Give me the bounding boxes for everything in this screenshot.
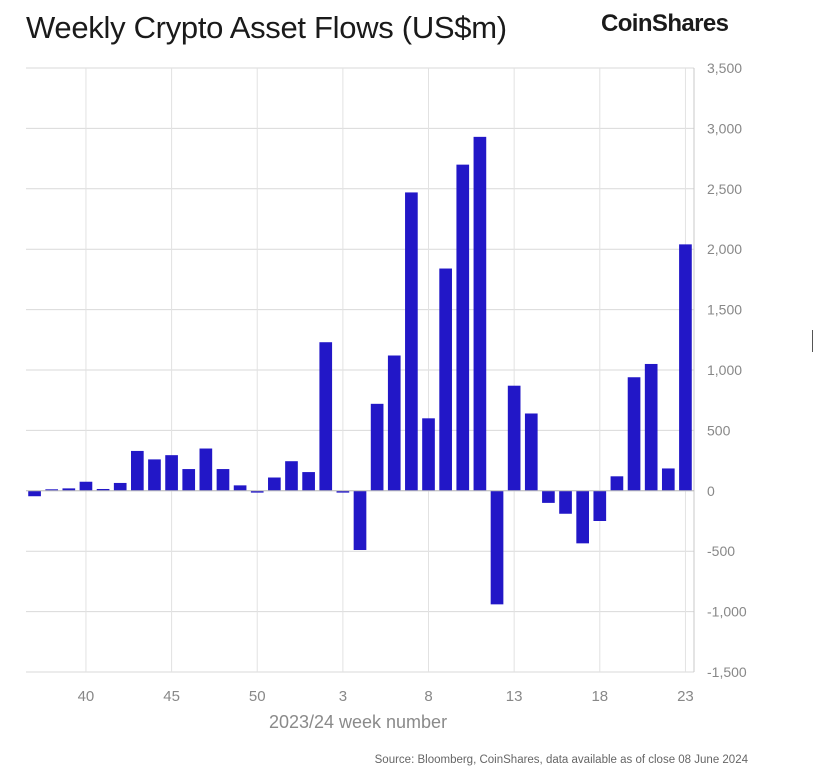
- x-tick-label: 45: [163, 688, 180, 705]
- bar-week-52: [285, 461, 298, 491]
- y-tick-label: 1,500: [707, 302, 742, 318]
- bar-week-16: [559, 490, 572, 514]
- bar-week-10: [456, 164, 470, 491]
- weekly-flows-chart: 3,500 3,000 2,500 2,000 1,500 1,000 500 0 -500 -1…: [26, 60, 747, 732]
- brand-logo: CoinShares: [601, 10, 729, 37]
- bar-week-12: [490, 490, 504, 605]
- x-axis-label: 2023/24 week number: [269, 712, 447, 732]
- bar-week-9: [439, 268, 452, 491]
- y-tick-label: 3,000: [707, 120, 742, 136]
- bar-week-44: [148, 459, 161, 491]
- x-tick-label: 13: [506, 688, 523, 705]
- y-tick-label: -1,000: [707, 604, 747, 620]
- bar-week-51: [268, 477, 281, 491]
- y-tick-label: 3,500: [707, 60, 742, 76]
- bar-week-43: [130, 450, 144, 491]
- bar-week-11: [473, 136, 487, 491]
- bars-group: [26, 136, 694, 605]
- bar-week-20: [627, 377, 641, 491]
- y-tick-label: 2,500: [707, 181, 742, 197]
- bar-week-4: [353, 490, 367, 550]
- bar-week-2: [319, 342, 333, 491]
- bar-week-23: [679, 244, 692, 491]
- bar-week-13: [507, 385, 521, 491]
- chart-title: Weekly Crypto Asset Flows (US$m): [26, 10, 507, 45]
- x-tick-label: 23: [677, 688, 694, 705]
- grid-lines: [26, 67, 695, 673]
- bar-week-45: [165, 455, 178, 491]
- y-tick-label: 0: [707, 483, 715, 499]
- bar-week-46: [182, 469, 196, 491]
- bar-week-42: [113, 482, 127, 491]
- y-axis-ticks: 3,500 3,000 2,500 2,000 1,500 1,000 500 0 -500 -1…: [707, 60, 747, 680]
- bar-week-1: [302, 472, 315, 491]
- bar-week-3: [336, 490, 350, 493]
- bar-week-41: [96, 488, 110, 491]
- bar-week-21: [644, 363, 658, 491]
- bar-week-39: [62, 488, 76, 491]
- x-axis-ticks: 40 45 50 3 8 13 18 23: [78, 688, 694, 705]
- y-tick-label: -500: [707, 543, 735, 559]
- x-tick-label: 3: [339, 688, 347, 705]
- x-tick-label: 18: [591, 688, 608, 705]
- bar-week-15: [542, 490, 555, 503]
- bar-week-7: [405, 192, 418, 491]
- y-tick-label: 1,000: [707, 362, 742, 378]
- bar-week-22: [661, 468, 675, 491]
- bar-week-6: [387, 355, 401, 491]
- bar-week-37: [28, 490, 41, 497]
- bar-week-8: [422, 418, 435, 491]
- bar-week-50: [250, 490, 264, 493]
- y-tick-label: 500: [707, 422, 731, 438]
- x-tick-label: 8: [424, 688, 432, 705]
- bar-week-14: [524, 413, 538, 491]
- bar-week-49: [233, 485, 247, 491]
- y-tick-label: 2,000: [707, 241, 742, 257]
- bar-week-17: [576, 490, 590, 544]
- source-note: Source: Bloomberg, CoinShares, data avai…: [374, 754, 748, 766]
- scroll-edge-mark: [812, 330, 813, 352]
- x-tick-label: 50: [249, 688, 266, 705]
- bar-week-48: [216, 469, 230, 491]
- x-tick-label: 40: [78, 688, 95, 705]
- bar-week-19: [610, 476, 624, 491]
- bar-week-5: [370, 403, 384, 491]
- bar-week-38: [45, 489, 59, 491]
- bar-week-18: [593, 490, 607, 521]
- y-tick-label: -1,500: [707, 664, 747, 680]
- bar-week-40: [79, 481, 93, 491]
- bar-week-47: [199, 448, 213, 491]
